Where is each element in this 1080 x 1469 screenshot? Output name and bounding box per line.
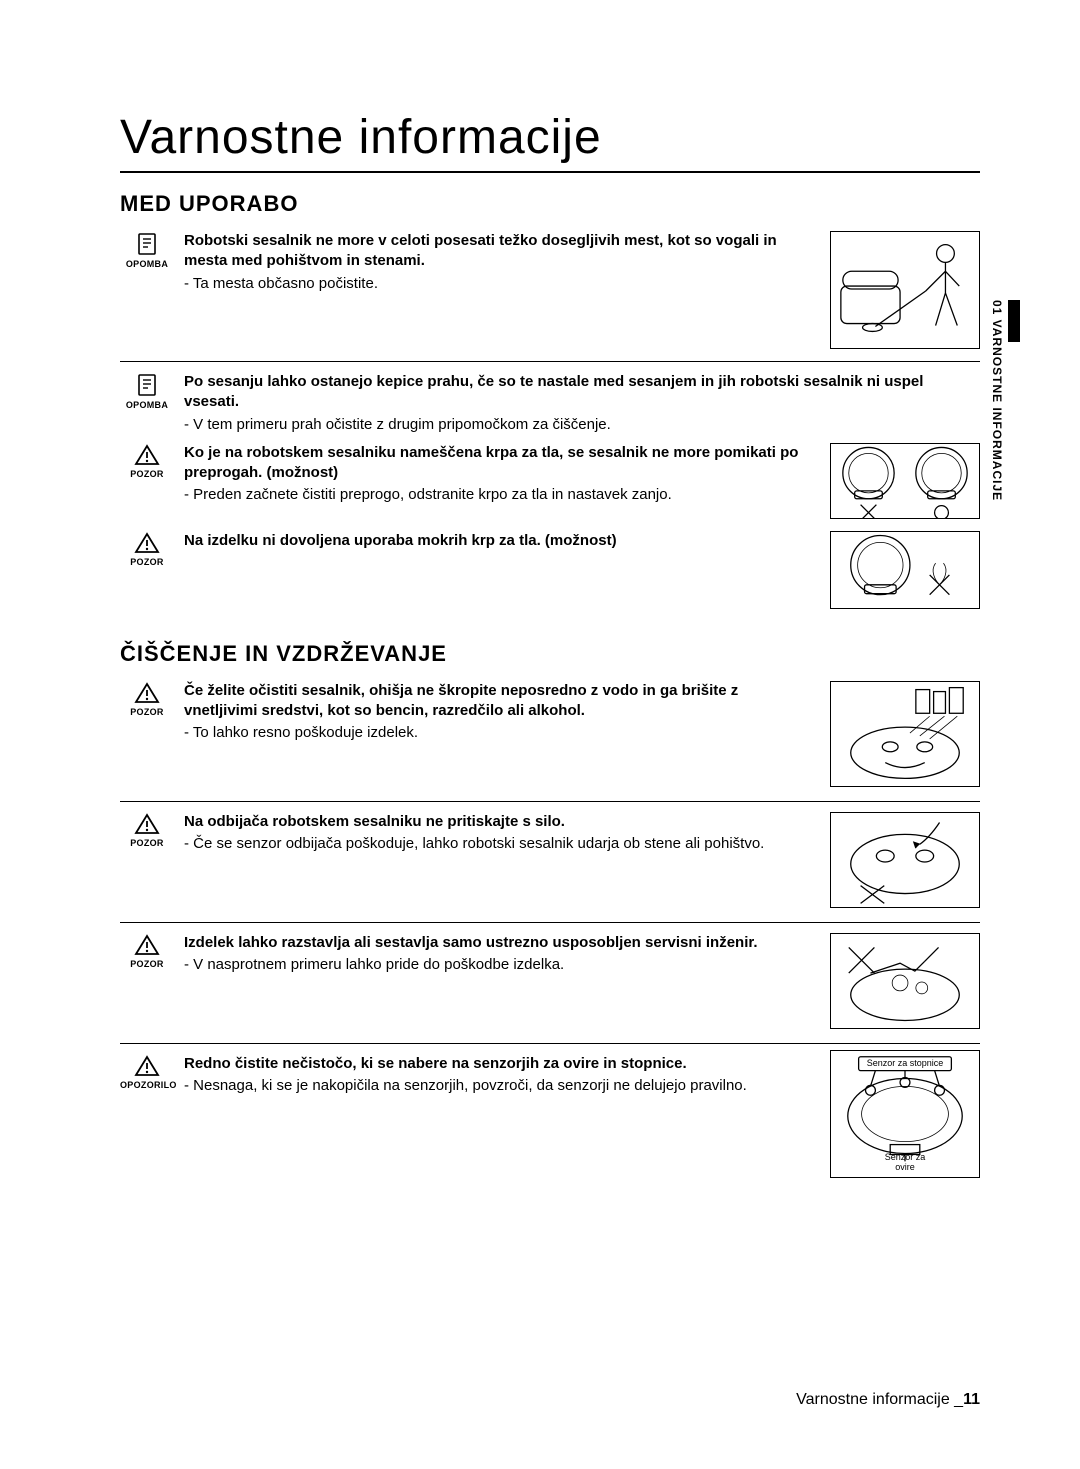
side-tab-label: 01 VARNOSTNE INFORMACIJE [990, 300, 1004, 501]
item-heading: Redno čistite nečistočo, ki se nabere na… [184, 1054, 810, 1074]
illustration-solvents [830, 681, 980, 787]
illustration-bumper-force [830, 812, 980, 908]
sensor-bottom-label-1: Senzor za [885, 1152, 926, 1162]
item-body: - Ta mesta občasno počistite. [184, 274, 810, 294]
icon-label: POZOR [130, 838, 164, 848]
caution-icon [134, 443, 160, 467]
item-body: - To lahko resno poškoduje izdelek. [184, 723, 810, 743]
caution-icon [134, 812, 160, 836]
item-heading: Na odbijača robotskem sesalniku ne priti… [184, 812, 810, 832]
divider [120, 801, 980, 802]
divider [120, 361, 980, 362]
caution-icon [134, 933, 160, 957]
item-body: - V nasprotnem primeru lahko pride do po… [184, 955, 810, 975]
safety-item: OPOZORILO Redno čistite nečistočo, ki se… [120, 1054, 980, 1184]
icon-col: OPOMBA [120, 231, 174, 269]
icon-label: POZOR [130, 959, 164, 969]
safety-item: POZOR Izdelek lahko razstavlja ali sesta… [120, 933, 980, 1033]
icon-col: POZOR [120, 531, 174, 567]
illustration-sensors: Senzor za stopnice Senzor za ovire [830, 1050, 980, 1178]
item-body: - Nesnaga, ki se je nakopičila na senzor… [184, 1076, 810, 1096]
item-heading: Robotski sesalnik ne more v celoti poses… [184, 231, 810, 272]
icon-col: POZOR [120, 812, 174, 848]
item-heading: Če želite očistiti sesalnik, ohišja ne š… [184, 681, 810, 722]
icon-col: OPOZORILO [120, 1054, 174, 1090]
note-icon [134, 372, 160, 398]
note-icon [134, 231, 160, 257]
footer-page-number: 11 [963, 1391, 980, 1408]
illustration-carpet-mop [830, 443, 980, 519]
warning-icon [134, 1054, 160, 1078]
sensor-bottom-label: Senzor za ovire [831, 1153, 979, 1173]
icon-label: OPOMBA [126, 400, 168, 410]
item-heading: Po sesanju lahko ostanejo kepice prahu, … [184, 372, 980, 413]
caution-icon [134, 681, 160, 705]
page-footer: Varnostne informacije _11 [796, 1391, 980, 1409]
footer-label: Varnostne informacije _ [796, 1391, 963, 1408]
safety-item: POZOR Na odbijača robotskem sesalniku ne… [120, 812, 980, 912]
divider [120, 1043, 980, 1044]
caution-icon [134, 531, 160, 555]
icon-label: POZOR [130, 557, 164, 567]
icon-col: OPOMBA [120, 372, 174, 410]
safety-item: POZOR Na izdelku ni dovoljena uporaba mo… [120, 531, 980, 613]
safety-item: POZOR Če želite očistiti sesalnik, ohišj… [120, 681, 980, 791]
page-title: Varnostne informacije [120, 110, 980, 173]
icon-label: POZOR [130, 707, 164, 717]
item-body: - V tem primeru prah očistite z drugim p… [184, 415, 980, 435]
section-heading-usage: MED UPORABO [120, 191, 980, 217]
item-heading: Na izdelku ni dovoljena uporaba mokrih k… [184, 531, 810, 551]
section-heading-maintenance: ČIŠČENJE IN VZDRŽEVANJE [120, 641, 980, 667]
illustration-wet-mop [830, 531, 980, 609]
item-heading: Izdelek lahko razstavlja ali sestavlja s… [184, 933, 810, 953]
icon-col: POZOR [120, 681, 174, 717]
icon-col: POZOR [120, 443, 174, 479]
side-tab-marker [1008, 300, 1020, 342]
manual-page: 01 VARNOSTNE INFORMACIJE Varnostne infor… [0, 0, 1080, 1469]
safety-item: OPOMBA Robotski sesalnik ne more v celot… [120, 231, 980, 351]
icon-label: OPOZORILO [120, 1080, 177, 1090]
sensor-top-label: Senzor za stopnice [831, 1059, 979, 1069]
safety-item: OPOMBA Po sesanju lahko ostanejo kepice … [120, 372, 980, 435]
safety-item: POZOR Ko je na robotskem sesalniku nameš… [120, 443, 980, 523]
item-body: - Če se senzor odbijača poškoduje, lahko… [184, 834, 810, 854]
icon-label: OPOMBA [126, 259, 168, 269]
divider [120, 922, 980, 923]
item-text: Po sesanju lahko ostanejo kepice prahu, … [184, 372, 980, 435]
illustration-disassembly [830, 933, 980, 1029]
item-body: - Preden začnete čistiti preprogo, odstr… [184, 485, 810, 505]
icon-col: POZOR [120, 933, 174, 969]
icon-label: POZOR [130, 469, 164, 479]
item-heading: Ko je na robotskem sesalniku nameščena k… [184, 443, 810, 484]
sensor-bottom-label-2: ovire [895, 1162, 915, 1172]
illustration-person-vacuum [830, 231, 980, 349]
